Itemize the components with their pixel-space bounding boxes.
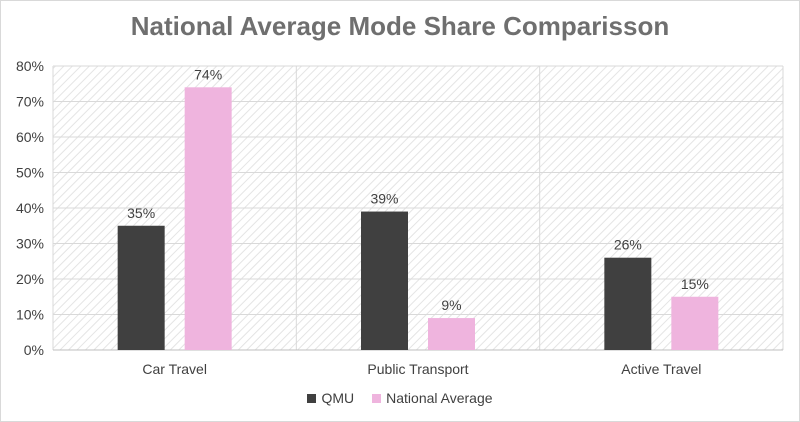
bar bbox=[117, 225, 165, 350]
x-tick-label: Active Travel bbox=[621, 361, 701, 377]
y-tick-label: 40% bbox=[16, 200, 44, 216]
data-label: 35% bbox=[127, 205, 155, 221]
legend-item-qmu: QMU bbox=[307, 390, 354, 406]
y-tick-label: 20% bbox=[16, 271, 44, 287]
y-tick-label: 0% bbox=[24, 342, 44, 358]
bar bbox=[428, 318, 475, 350]
data-label: 15% bbox=[681, 276, 709, 292]
legend-swatch-qmu bbox=[307, 393, 317, 403]
data-label: 9% bbox=[441, 297, 461, 313]
bar bbox=[604, 257, 652, 350]
chart-legend: QMU National Average bbox=[1, 390, 799, 406]
y-tick-label: 30% bbox=[16, 236, 44, 252]
y-tick-label: 70% bbox=[16, 94, 44, 110]
legend-swatch-national-average bbox=[372, 393, 382, 403]
y-tick-label: 80% bbox=[16, 58, 44, 74]
y-tick-label: 50% bbox=[16, 165, 44, 181]
bar bbox=[184, 87, 232, 351]
legend-label-national-average: National Average bbox=[386, 390, 493, 406]
legend-item-national-average: National Average bbox=[372, 390, 493, 406]
x-tick-label: Car Travel bbox=[142, 361, 207, 377]
data-label: 39% bbox=[370, 191, 398, 207]
data-label: 26% bbox=[614, 237, 642, 253]
bar bbox=[361, 211, 408, 350]
legend-label-qmu: QMU bbox=[321, 390, 355, 406]
y-tick-label: 60% bbox=[16, 129, 44, 145]
data-label: 74% bbox=[194, 66, 222, 82]
bar bbox=[671, 296, 719, 350]
y-tick-label: 10% bbox=[16, 307, 44, 323]
bar-chart: 0% 10% 20% 30% 40% 50% 60% 70% 80% 35% 74% Car Trav… bbox=[16, 58, 784, 377]
x-tick-label: Public Transport bbox=[367, 361, 468, 377]
chart-title: National Average Mode Share Comparisson bbox=[130, 11, 670, 41]
